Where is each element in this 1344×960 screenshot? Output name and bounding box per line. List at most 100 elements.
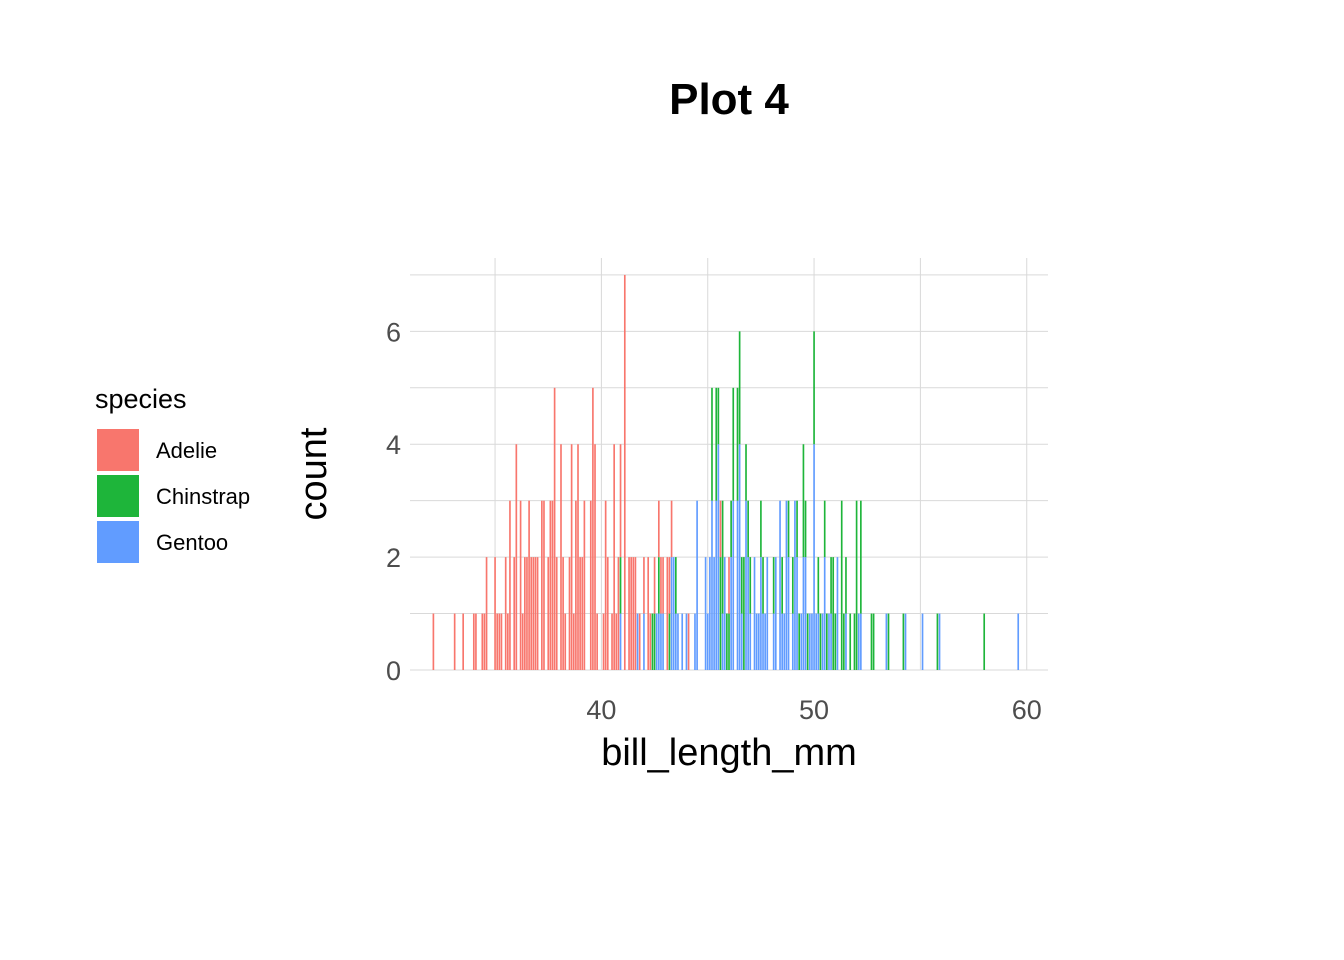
bar-gentoo — [779, 500, 781, 670]
bar-adelie — [687, 613, 690, 670]
bar-gentoo — [717, 444, 720, 670]
bar-chinstrap — [843, 613, 845, 670]
bar-gentoo — [662, 613, 664, 670]
y-tick-label: 6 — [386, 317, 401, 347]
bar-chinstrap — [802, 444, 805, 558]
bar-adelie — [617, 557, 620, 670]
bar-adelie — [615, 613, 618, 670]
legend-label-adelie: Adelie — [156, 438, 217, 463]
bar-gentoo — [796, 557, 798, 670]
bar-gentoo — [723, 557, 726, 670]
bar-adelie — [481, 613, 484, 670]
bar-chinstrap — [745, 444, 747, 501]
bar-gentoo — [813, 444, 815, 670]
bar-gentoo — [660, 613, 662, 670]
bar-chinstrap — [983, 613, 986, 670]
bar-chinstrap — [717, 387, 720, 445]
bar-adelie — [592, 387, 594, 670]
bar-gentoo — [766, 557, 769, 670]
bar-chinstrap — [721, 500, 724, 614]
bar-adelie — [541, 500, 543, 670]
bar-gentoo — [828, 613, 830, 670]
bar-chinstrap — [872, 613, 875, 670]
bar-gentoo — [774, 557, 777, 670]
bar-gentoo — [787, 557, 790, 670]
bar-adelie — [496, 613, 499, 670]
y-axis-title: count — [293, 427, 335, 520]
bar-gentoo — [794, 500, 796, 670]
bar-gentoo — [772, 613, 775, 670]
bar-adelie — [602, 613, 605, 670]
bar-gentoo — [670, 557, 673, 670]
bar-gentoo — [817, 613, 820, 670]
bar-chinstrap — [860, 500, 862, 614]
bar-adelie — [719, 500, 722, 558]
bar-gentoo — [696, 500, 698, 670]
bar-adelie — [604, 500, 607, 670]
bar-adelie — [596, 613, 598, 670]
legend: species Adelie Chinstrap Gentoo — [95, 384, 250, 563]
bar-adelie — [494, 557, 496, 670]
bar-chinstrap — [781, 557, 783, 614]
bar-chinstrap — [796, 500, 798, 558]
bar-adelie — [515, 444, 518, 670]
y-tick-label: 2 — [386, 543, 401, 573]
bar-adelie — [628, 557, 630, 670]
bar-chinstrap — [791, 557, 794, 614]
bar-chinstrap — [823, 500, 826, 558]
bar-adelie — [453, 613, 456, 670]
chart-title: Plot 4 — [669, 75, 789, 124]
bar-gentoo — [709, 557, 711, 670]
bar-chinstrap — [668, 613, 671, 670]
bar-adelie — [432, 613, 435, 670]
legend-label-gentoo: Gentoo — [156, 530, 228, 555]
bar-adelie — [630, 557, 633, 670]
bar-gentoo — [836, 557, 839, 670]
bar-adelie — [647, 557, 650, 670]
bar-chinstrap — [743, 557, 745, 670]
bar-gentoo — [753, 557, 756, 670]
bar-gentoo — [747, 557, 749, 670]
bar-gentoo — [745, 500, 747, 670]
bar-adelie — [666, 557, 669, 670]
bar-gentoo — [738, 444, 741, 670]
bar-chinstrap — [749, 557, 752, 614]
bar-chinstrap — [845, 557, 847, 614]
bar-gentoo — [760, 557, 762, 670]
bar-gentoo — [804, 557, 807, 670]
bar-gentoo — [740, 613, 743, 670]
bar-adelie — [583, 500, 586, 670]
bar-chinstrap — [870, 613, 873, 670]
y-tick-label: 4 — [386, 430, 401, 460]
x-axis-title: bill_length_mm — [601, 732, 857, 774]
bar-gentoo — [677, 613, 679, 670]
bar-gentoo — [938, 613, 941, 670]
bar-chinstrap — [657, 557, 660, 614]
bar-gentoo — [791, 613, 794, 670]
bar-chinstrap — [619, 557, 622, 614]
bar-adelie — [506, 613, 509, 670]
bar-adelie — [560, 444, 562, 670]
bar-chinstrap — [902, 613, 905, 670]
bar-gentoo — [704, 557, 707, 670]
bar-adelie — [589, 500, 592, 670]
bar-adelie — [519, 500, 522, 670]
bar-adelie — [513, 557, 516, 670]
legend-swatch-adelie — [97, 429, 139, 471]
bar-chinstrap — [855, 500, 858, 670]
bars — [432, 274, 1020, 670]
y-tick-label: 0 — [386, 656, 401, 686]
bar-adelie — [594, 444, 596, 670]
bar-adelie — [577, 444, 579, 670]
bar-gentoo — [885, 613, 888, 670]
bar-chinstrap — [762, 557, 764, 614]
bar-adelie — [657, 500, 660, 558]
bar-adelie — [498, 613, 501, 670]
bar-gentoo — [732, 500, 735, 670]
bar-chinstrap — [719, 557, 722, 670]
bar-adelie — [564, 613, 567, 670]
bar-gentoo — [755, 613, 758, 670]
legend-swatch-gentoo — [97, 521, 139, 563]
bar-adelie — [534, 557, 537, 670]
bar-chinstrap — [728, 613, 730, 670]
